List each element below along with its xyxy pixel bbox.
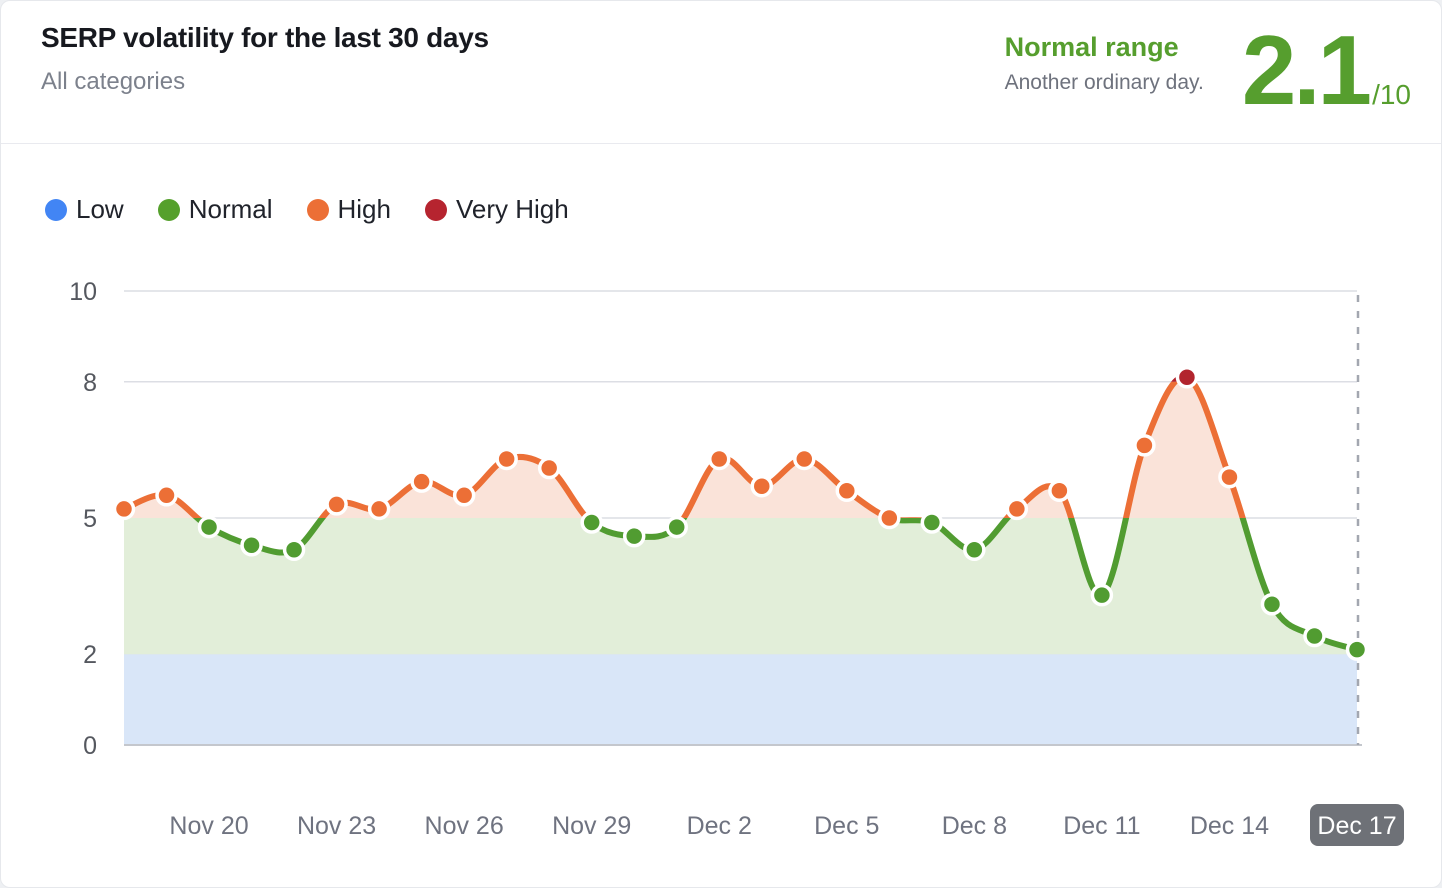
header-right: Normal range Another ordinary day. 2.1 /…	[1005, 15, 1411, 125]
low-zone-band	[124, 654, 1357, 745]
data-point-nov-22[interactable]	[282, 538, 306, 562]
data-point-dec-11[interactable]	[1090, 583, 1114, 607]
data-point-nov-18[interactable]	[112, 497, 136, 521]
data-point-nov-19[interactable]	[155, 484, 178, 507]
legend-item-normal: Normal	[157, 194, 273, 225]
chart-legend: Low Normal High Very High	[45, 194, 1441, 225]
data-point-dec-14[interactable]	[1218, 465, 1241, 489]
x-tick-label-nov-29: Nov 29	[552, 812, 631, 840]
legend-label-low: Low	[76, 194, 124, 224]
data-point-dec-13[interactable]	[1175, 366, 1199, 389]
x-tick-label-dec-14: Dec 14	[1190, 812, 1269, 840]
data-point-dec-17[interactable]	[1345, 638, 1369, 661]
data-point-nov-24[interactable]	[367, 497, 391, 521]
x-tick-label-nov-23: Nov 23	[297, 812, 376, 840]
data-point-dec-8[interactable]	[963, 538, 986, 562]
status-label: Normal range	[1004, 32, 1179, 62]
legend-item-very-high: Very High	[424, 194, 569, 225]
y-tick-label-2: 2	[83, 641, 97, 669]
high-dot-icon	[306, 198, 329, 221]
category-filter-label: All categories	[41, 67, 186, 95]
x-tick-label-dec-8: Dec 8	[942, 812, 1007, 840]
data-points	[112, 366, 1369, 661]
data-point-nov-20[interactable]	[197, 515, 221, 539]
legend-label-high: High	[337, 194, 391, 224]
data-point-dec-10[interactable]	[1048, 479, 1071, 503]
page-title: SERP volatility for the last 30 days	[41, 22, 489, 53]
y-tick-label-8: 8	[83, 369, 97, 397]
legend-item-high: High	[306, 194, 391, 225]
high-zone-area	[124, 376, 1357, 518]
data-point-nov-29[interactable]	[580, 511, 603, 534]
data-point-nov-26[interactable]	[452, 484, 476, 507]
data-point-dec-2[interactable]	[707, 447, 731, 471]
data-point-dec-16[interactable]	[1303, 624, 1326, 648]
selected-date-badge-bg	[1310, 804, 1404, 846]
selected-date-badge[interactable]: Dec 17	[1310, 804, 1404, 846]
data-point-dec-15[interactable]	[1260, 593, 1284, 616]
x-tick-label-nov-20: Nov 20	[169, 812, 248, 840]
data-point-dec-12[interactable]	[1133, 434, 1156, 457]
low-dot-icon	[45, 198, 67, 221]
y-tick-label-5: 5	[83, 505, 97, 533]
selected-date-label: Dec 17	[1317, 812, 1396, 840]
x-axis-labels: Nov 20 Nov 23 Nov 26 Nov 29 Dec 2 Dec 5 Dec 8 D…	[169, 804, 1404, 846]
zone-fills	[124, 376, 1357, 745]
score-value: 2.1	[1241, 15, 1372, 125]
data-point-nov-25[interactable]	[410, 470, 433, 493]
score-denominator: /10	[1372, 79, 1411, 110]
data-point-dec-7[interactable]	[920, 511, 944, 534]
card-header: SERP volatility for the last 30 days All…	[1, 1, 1441, 144]
legend-item-low: Low	[45, 194, 124, 225]
normal-dot-icon	[157, 198, 180, 221]
legend-label-very-high: Very High	[455, 194, 569, 224]
x-tick-label-dec-11: Dec 11	[1063, 812, 1140, 840]
header-left: SERP volatility for the last 30 days All…	[41, 22, 489, 96]
y-tick-label-0: 0	[83, 732, 97, 760]
data-point-nov-28[interactable]	[537, 456, 561, 480]
x-tick-label-nov-26: Nov 26	[425, 812, 504, 840]
data-point-dec-5[interactable]	[835, 479, 859, 503]
volatility-score: 2.1 /10	[1241, 15, 1411, 125]
status-description: Another ordinary day.	[1004, 71, 1204, 95]
data-point-nov-30[interactable]	[622, 524, 646, 548]
data-point-nov-21[interactable]	[240, 533, 263, 557]
data-point-dec-3[interactable]	[750, 474, 774, 498]
x-tick-label-dec-5: Dec 5	[814, 812, 879, 840]
legend-label-normal: Normal	[188, 194, 273, 224]
data-point-dec-1[interactable]	[665, 515, 688, 539]
x-tick-label-dec-2: Dec 2	[687, 812, 752, 840]
data-point-dec-4[interactable]	[793, 447, 816, 471]
data-point-dec-9[interactable]	[1005, 497, 1029, 521]
y-tick-label-10: 10	[69, 278, 97, 306]
status-block: Normal range Another ordinary day.	[1005, 33, 1204, 95]
data-point-dec-6[interactable]	[878, 506, 901, 530]
normal-zone-area	[124, 518, 1357, 655]
data-point-nov-27[interactable]	[495, 447, 518, 471]
data-point-nov-23[interactable]	[325, 493, 348, 516]
very-high-dot-icon	[424, 198, 447, 221]
